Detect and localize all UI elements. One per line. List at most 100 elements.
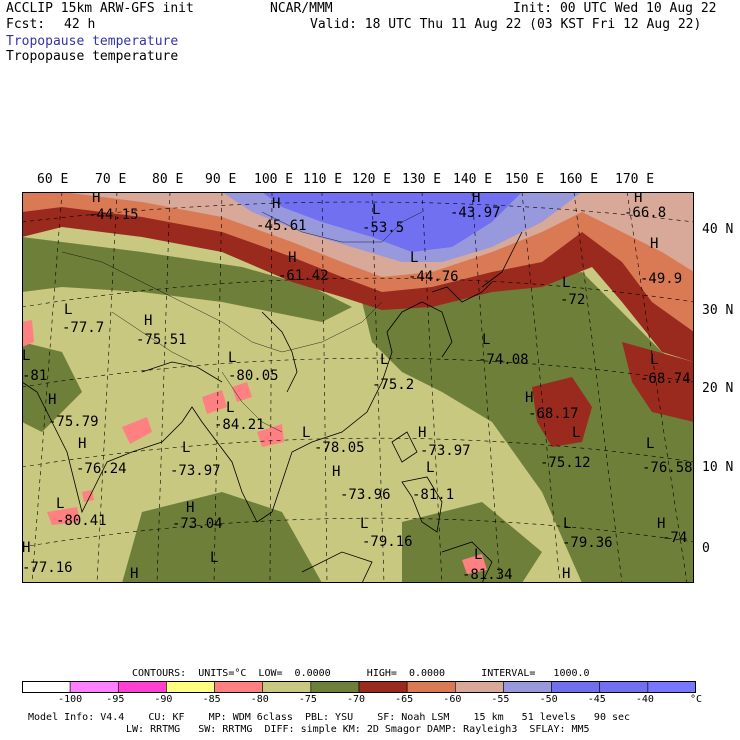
- lon-label: 170 E: [615, 172, 655, 187]
- marker: L: [563, 516, 571, 532]
- lat-label: 10 N: [702, 460, 734, 475]
- lon-label: 110 E: [303, 172, 343, 187]
- marker: L: [426, 460, 434, 476]
- field-title-overlay: Tropopause temperature: [6, 34, 179, 49]
- marker: H: [562, 566, 570, 582]
- color-bar-cell: [647, 681, 696, 693]
- value-label: -73.97: [170, 463, 221, 479]
- value-label: -72: [560, 292, 585, 308]
- lon-label: 140 E: [453, 172, 493, 187]
- lon-label: 130 E: [402, 172, 442, 187]
- color-bar-cell: [69, 681, 119, 693]
- marker: L: [474, 547, 482, 563]
- shade-dark-olive: [122, 492, 322, 583]
- marker: L: [650, 352, 658, 368]
- value-label: -75.2: [372, 377, 414, 393]
- value-label: -77.7: [62, 320, 104, 336]
- tropopause-temperature-map: H -44.15 H -45.61 L -53.5 H -43.97 H -66…: [22, 192, 694, 583]
- model-title: ACCLIP 15km ARW-GFS init: [6, 1, 194, 16]
- value-label: -49.9: [640, 271, 682, 287]
- value-label: -84.21: [214, 417, 265, 433]
- color-bar-label: -95: [106, 694, 125, 705]
- marker: H: [472, 192, 480, 206]
- valid-time: Valid: 18 UTC Thu 11 Aug 22 (03 KST Fri …: [310, 17, 702, 32]
- marker: L: [572, 425, 580, 441]
- marker: H: [272, 196, 280, 212]
- color-bar-cell: [310, 681, 360, 693]
- color-bar-cell: [358, 681, 408, 693]
- color-bar-cell: [166, 681, 215, 693]
- value-label: -76.24: [76, 461, 127, 477]
- color-bar-cell: [406, 681, 456, 693]
- marker: L: [228, 350, 236, 366]
- color-bar-label: -90: [154, 694, 173, 705]
- value-label: -68.74: [640, 371, 691, 387]
- lon-label: 120 E: [352, 172, 392, 187]
- value-label: -73.04: [172, 516, 223, 532]
- color-bar-label: -100: [58, 694, 83, 705]
- value-label: -66.8: [624, 205, 666, 221]
- org-label: NCAR/MMM: [270, 1, 333, 16]
- color-bar-label: -85: [202, 694, 221, 705]
- color-bar-label: -70: [347, 694, 366, 705]
- value-label: -76.58: [642, 460, 693, 476]
- value-label: -81.34: [462, 567, 513, 583]
- marker: H: [92, 192, 100, 206]
- shade-dark-olive: [22, 342, 82, 432]
- value-label: -74: [662, 530, 687, 546]
- color-bar-cell: [599, 681, 649, 693]
- color-bar-label: -60: [443, 694, 462, 705]
- marker: L: [562, 275, 570, 291]
- init-time: Init: 00 UTC Wed 10 Aug 22: [513, 1, 717, 16]
- value-label: -81: [22, 368, 47, 384]
- marker: L: [56, 496, 64, 512]
- fcst-label: Fcst:: [6, 17, 46, 32]
- marker: H: [650, 236, 658, 252]
- value-label: -75.12: [540, 455, 591, 471]
- color-bar-label: -80: [250, 694, 269, 705]
- color-bar-cell: [454, 681, 504, 693]
- value-label: -44.15: [88, 207, 139, 223]
- color-bar-cell: [22, 681, 71, 693]
- value-label: -77.16: [22, 560, 73, 576]
- lat-label: 0: [702, 541, 710, 556]
- value-label: -80.05: [228, 368, 279, 384]
- value-label: -80.41: [56, 513, 107, 529]
- lon-label: 70 E: [95, 172, 127, 187]
- color-bar-cell: [262, 681, 312, 693]
- lat-label: 20 N: [702, 381, 734, 396]
- lat-lon-grid: [22, 192, 694, 583]
- marker: H: [525, 390, 533, 406]
- marker: H: [22, 540, 30, 556]
- marker: L: [210, 550, 218, 566]
- lat-label: 30 N: [702, 303, 734, 318]
- value-label: -79.36: [562, 535, 613, 551]
- color-bar-label: -50: [539, 694, 558, 705]
- shade-dark-olive: [362, 272, 694, 583]
- shade-dark-red-patch: [622, 342, 694, 422]
- marker: L: [226, 400, 234, 416]
- value-label: -73.97: [420, 443, 471, 459]
- marker: L: [182, 440, 190, 456]
- marker: H: [418, 425, 426, 441]
- lon-label: 150 E: [505, 172, 545, 187]
- marker: L: [410, 250, 418, 266]
- marker: H: [130, 566, 138, 582]
- lon-label: 160 E: [559, 172, 599, 187]
- model-info-line1: Model Info: V4.4 CU: KF MP: WDM 6class P…: [28, 712, 631, 723]
- borders: [61, 211, 423, 433]
- marker: L: [64, 302, 72, 318]
- color-bar: [22, 681, 696, 693]
- color-bar-cell: [551, 681, 601, 693]
- marker: L: [22, 348, 30, 364]
- color-bar-cell: [214, 681, 264, 693]
- color-bar-cell: [503, 681, 552, 693]
- color-bar-label: -65: [395, 694, 414, 705]
- shade-blue: [262, 192, 522, 252]
- map-frame: [22, 192, 694, 583]
- marker: H: [657, 516, 665, 532]
- marker: L: [372, 202, 380, 218]
- value-label: -53.5: [362, 220, 404, 236]
- value-label: -61.42: [278, 268, 329, 284]
- color-bar-label: -45: [587, 694, 606, 705]
